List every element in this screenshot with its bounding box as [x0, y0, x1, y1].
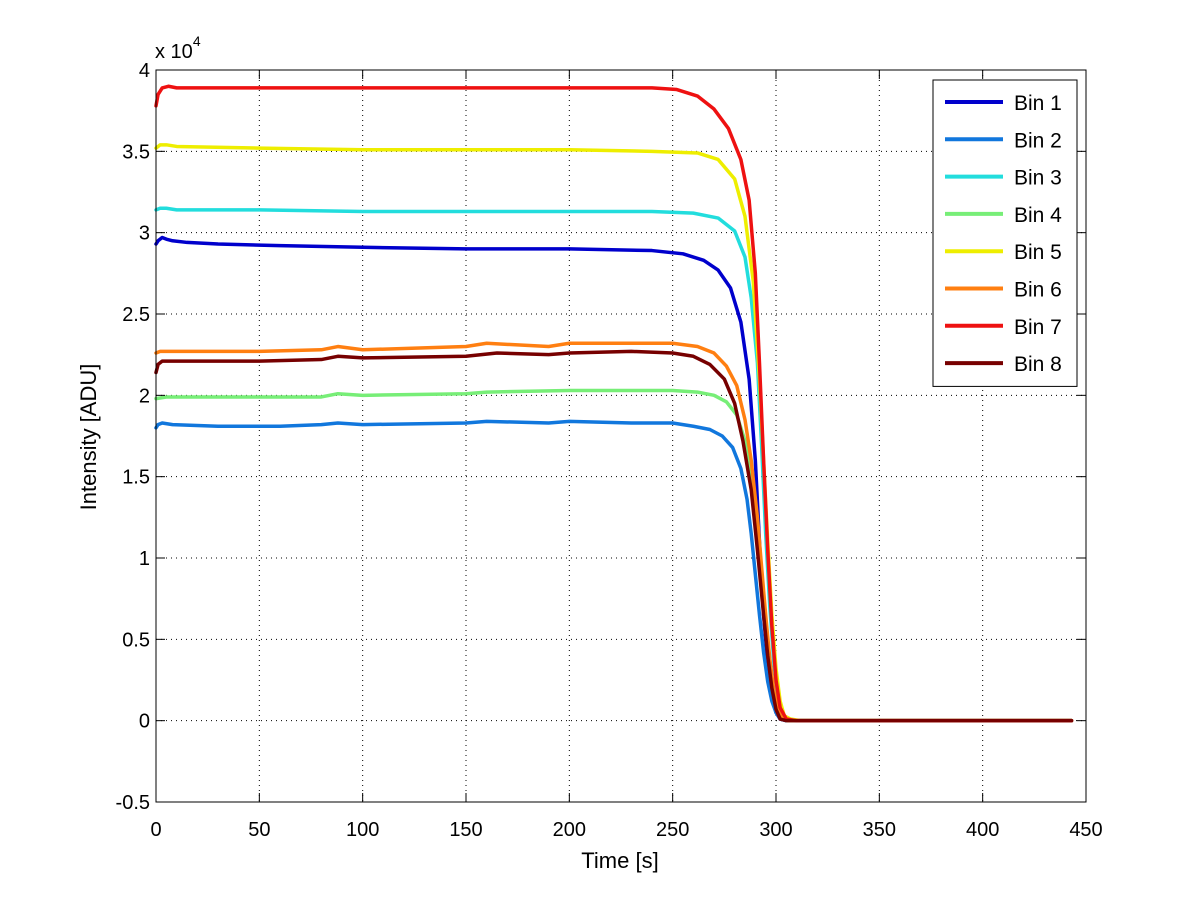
- legend-label-bin-4: Bin 4: [1014, 204, 1062, 227]
- y-tick-label: 4: [139, 60, 150, 82]
- y-tick-label: 0: [139, 711, 150, 733]
- y-tick-label: 2.5: [122, 304, 150, 326]
- legend-label-bin-2: Bin 2: [1014, 129, 1062, 152]
- legend-label-bin-6: Bin 6: [1014, 279, 1062, 302]
- y-axis-multiplier: x 104: [155, 33, 201, 63]
- axes-frame: [155, 69, 1087, 803]
- legend-label-bin-1: Bin 1: [1014, 92, 1062, 115]
- x-tick-label: 100: [346, 819, 379, 841]
- legend: Bin 1 Bin 2 Bin 3 Bin 4 Bin 5 Bin 6 Bin 7 Bin 8: [932, 79, 1078, 387]
- series-lines: [154, 84, 1074, 723]
- x-tick-label: 200: [553, 819, 586, 841]
- y-tick-label: 3: [139, 223, 150, 245]
- x-tick-label: 150: [449, 819, 482, 841]
- y-axis-title: Intensity [ADU]: [76, 364, 101, 511]
- x-tick-label: 450: [1069, 819, 1102, 841]
- y-tick-label: -0.5: [116, 792, 150, 814]
- y-multiplier-exponent: 4: [193, 33, 201, 49]
- legend-label-bin-3: Bin 3: [1014, 167, 1062, 190]
- legend-label-bin-7: Bin 7: [1014, 316, 1062, 339]
- legend-box: [932, 79, 1078, 387]
- x-tick-label: 400: [966, 819, 999, 841]
- series-line-bin-8: [154, 349, 1074, 723]
- y-tick-label: 1: [139, 548, 150, 570]
- x-axis-title: Time [s]: [581, 848, 658, 873]
- y-multiplier-base: x 10: [155, 41, 193, 63]
- x-tick-label: 0: [150, 819, 161, 841]
- grid: [156, 70, 1086, 802]
- legend-label-bin-5: Bin 5: [1014, 241, 1062, 264]
- y-tick-label: 2: [139, 385, 150, 407]
- y-tick-label: 3.5: [122, 141, 150, 163]
- x-tick-label: 350: [863, 819, 896, 841]
- x-tick-label: 300: [759, 819, 792, 841]
- axis-ticks: 0 50 100 150 200 250 300 350 400 450-0.500.511.52…: [116, 60, 1103, 841]
- x-tick-label: 50: [248, 819, 270, 841]
- y-tick-label: 1.5: [122, 467, 150, 489]
- x-tick-label: 250: [656, 819, 689, 841]
- plot-area: [156, 70, 1086, 802]
- y-tick-label: 0.5: [122, 629, 150, 651]
- legend-label-bin-8: Bin 8: [1014, 353, 1062, 376]
